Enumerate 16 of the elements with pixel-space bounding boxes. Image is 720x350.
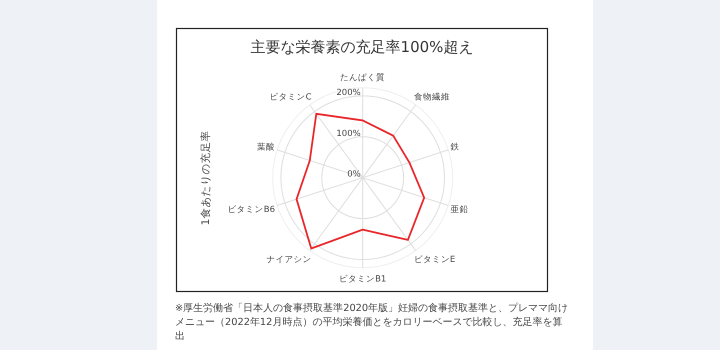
spoke-label: 葉酸 xyxy=(256,142,275,153)
spoke-label: 亜鉛 xyxy=(450,204,468,215)
spoke-label: 食物繊維 xyxy=(414,91,450,102)
y-tick-label: 100% xyxy=(336,128,361,139)
text: ※厚生労働省「日本人の食事摂取基準2020年版」妊婦の食事摂取基準と、プレママ向けメニュー（2022年12月時点）の平均栄養価とをカロリーベースで比較し、充足率を算出 xyxy=(175,302,570,344)
spoke-label: 鉄 xyxy=(450,142,460,153)
spoke-label: ビタミンE xyxy=(414,254,456,266)
y-tick-label: 0% xyxy=(347,170,361,180)
chart-title: 主要な栄養素の充足率100%超え xyxy=(250,38,474,56)
spoke-label: ビタミンB6 xyxy=(228,204,275,215)
spoke-label: ビタミンC xyxy=(270,91,312,102)
text: 1食あたりの充足率 xyxy=(199,130,212,226)
spoke-label: たんぱく質 xyxy=(340,72,386,84)
y-tick-label: 200% xyxy=(336,88,361,98)
spoke-label: ナイアシン xyxy=(266,255,312,266)
spoke-label: ビタミンB1 xyxy=(339,273,386,284)
